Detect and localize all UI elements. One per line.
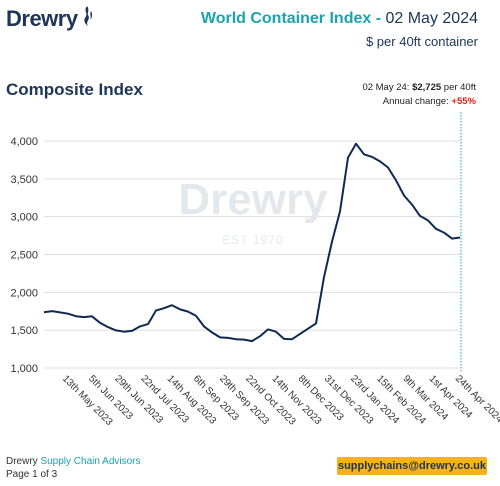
- annual-change-value: +55%: [451, 96, 476, 107]
- company-line: Drewry Supply Chain Advisors: [6, 455, 141, 468]
- y-tick-label: 2,500: [10, 250, 38, 262]
- annual-change-label: Annual change:: [382, 96, 449, 107]
- contact-email-button[interactable]: supplychains@drewry.co.uk: [337, 457, 487, 475]
- composite-index-line: [43, 142, 461, 343]
- latest-annotation: 02 May 24: $2,725 per 40ft Annual change…: [362, 81, 476, 109]
- company-name: Drewry: [6, 456, 38, 467]
- company-division: Supply Chain Advisors: [40, 456, 141, 467]
- index-date: 02 May 2024: [385, 10, 478, 27]
- watermark-brand: Drewry: [178, 175, 328, 224]
- index-header: World Container Index - 02 May 2024 $ pe…: [201, 10, 478, 49]
- y-tick-label: 3,500: [10, 174, 38, 186]
- logo-text: Drewry: [6, 6, 78, 31]
- chart-title: Composite Index: [6, 80, 143, 99]
- y-tick-label: 1,000: [10, 363, 38, 375]
- latest-value: $2,725: [412, 82, 442, 93]
- latest-value-line: 02 May 24: $2,725 per 40ft: [362, 81, 476, 95]
- footer-company: Drewry Supply Chain Advisors Page 1 of 3: [6, 455, 141, 481]
- index-name: World Container Index -: [200, 10, 382, 27]
- annual-change-line: Annual change: +55%: [362, 95, 476, 109]
- y-tick-label: 3,000: [10, 212, 38, 224]
- y-tick-label: 1,500: [10, 325, 38, 337]
- flame-icon: [80, 5, 94, 32]
- index-title: World Container Index - 02 May 2024: [201, 10, 478, 28]
- watermark-est: EST 1970: [222, 233, 283, 247]
- y-tick-label: 4,000: [10, 136, 38, 148]
- y-tick-label: 2,000: [10, 287, 38, 299]
- latest-date-label: 02 May 24:: [362, 82, 410, 93]
- drewry-logo: Drewry: [6, 6, 94, 32]
- drewry-watermark: Drewry EST 1970: [178, 175, 328, 247]
- line-layer: [43, 142, 461, 343]
- latest-unit: per 40ft: [443, 82, 476, 93]
- index-unit: $ per 40ft container: [365, 34, 478, 49]
- page-indicator: Page 1 of 3: [6, 469, 58, 480]
